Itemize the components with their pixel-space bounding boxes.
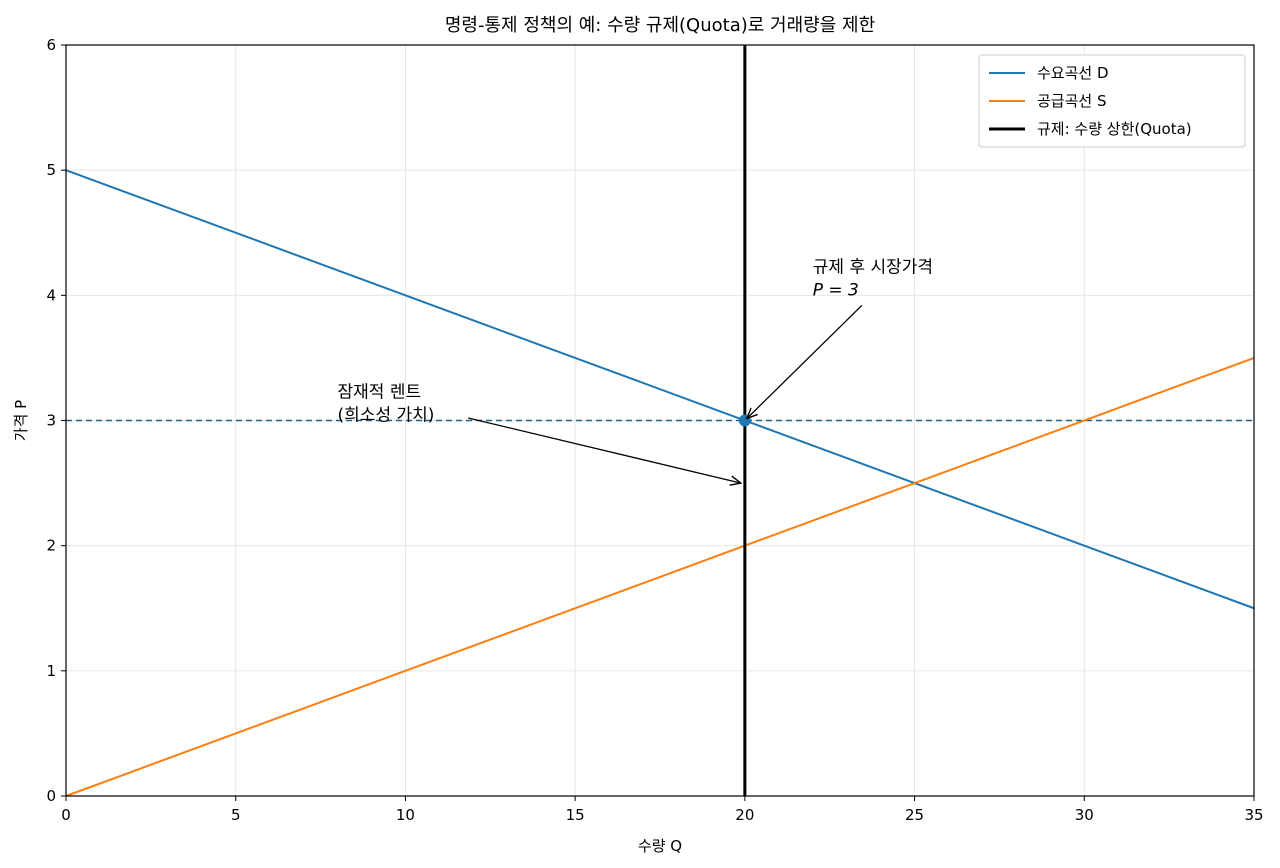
annotation-line: (희소성 가치) — [338, 406, 435, 426]
y-tick-label: 2 — [46, 537, 56, 555]
annotation-layer: 규제 후 시장가격 P = 3 잠재적 렌트 (희소성 가치) — [338, 257, 933, 483]
supply-curve — [65, 356, 1255, 797]
y-tick-label: 5 — [46, 161, 56, 179]
chart-title: 명령-통제 정책의 예: 수량 규제(Quota)로 거래량을 제한 — [445, 15, 875, 36]
legend: 수요곡선 D 공급곡선 S 규제: 수량 상한(Quota) — [978, 54, 1246, 148]
annotation-line: P = 3 — [813, 280, 859, 300]
annotation-arrow — [468, 417, 741, 483]
ticks: 0 5 10 15 20 25 30 35 0 1 2 3 4 5 6 — [46, 36, 1263, 824]
legend-entry-label: 공급곡선 S — [1037, 92, 1107, 110]
annotation-line: 규제 후 시장가격 — [813, 257, 933, 277]
y-tick-label: 6 — [46, 36, 56, 54]
legend-entry-label: 수요곡선 D — [1037, 64, 1109, 82]
x-tick-label: 20 — [735, 806, 754, 824]
y-axis-label: 가격 P — [12, 400, 30, 441]
y-tick-label: 0 — [46, 787, 56, 805]
x-tick-label: 15 — [566, 806, 585, 824]
series-layer — [65, 45, 1255, 797]
x-tick-label: 35 — [1244, 806, 1263, 824]
annotation-line: 잠재적 렌트 — [338, 383, 422, 403]
demand-curve — [65, 169, 1255, 610]
x-tick-label: 10 — [396, 806, 415, 824]
annotation-potential-rent: 잠재적 렌트 (희소성 가치) — [338, 383, 435, 426]
y-tick-label: 4 — [46, 286, 56, 304]
x-tick-label: 30 — [1075, 806, 1094, 824]
x-tick-label: 0 — [61, 806, 71, 824]
y-tick-label: 3 — [46, 412, 56, 430]
legend-entry-label: 규제: 수량 상한(Quota) — [1037, 120, 1192, 138]
x-tick-label: 5 — [231, 806, 241, 824]
annotation-arrow — [747, 304, 863, 418]
annotation-market-price: 규제 후 시장가격 P = 3 — [813, 257, 933, 300]
legend-box — [978, 54, 1246, 148]
x-axis-label: 수량 Q — [638, 837, 682, 855]
y-tick-label: 1 — [46, 662, 56, 680]
x-tick-label: 25 — [905, 806, 924, 824]
